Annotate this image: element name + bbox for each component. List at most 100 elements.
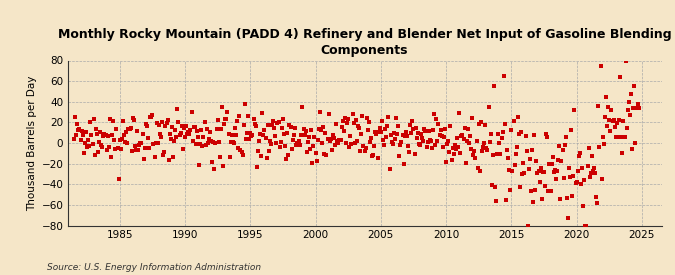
Point [456,134,466,139]
Point [195,142,206,147]
Point [574,154,585,159]
Point [217,164,228,169]
Point [298,127,309,131]
Point [517,172,528,176]
Point [495,152,506,156]
Point [497,130,508,134]
Point [402,134,412,139]
Point [626,92,637,97]
Point [323,112,334,116]
Point [288,133,299,137]
Point [539,169,549,174]
Point [187,138,198,143]
Point [109,138,119,142]
Point [392,132,402,136]
Point [158,153,169,158]
Point [248,116,259,121]
Point [188,125,199,129]
Point [406,131,416,135]
Point [514,185,525,189]
Point [425,138,435,142]
Point [383,115,394,119]
Point [249,122,260,127]
Point [367,153,377,158]
Point [492,152,503,156]
Point [122,140,133,145]
Point [222,110,233,114]
Point [477,149,487,153]
Point [235,148,246,152]
Point [302,149,313,154]
Point [161,121,172,126]
Point [567,194,578,199]
Point [472,166,483,170]
Point [224,155,235,159]
Point [585,171,596,175]
Point [542,135,553,140]
Point [327,148,338,152]
Point [348,121,359,125]
Point [566,128,576,132]
Point [211,126,222,131]
Point [299,133,310,137]
Point [343,116,354,121]
Point [350,117,361,122]
Point [335,138,346,143]
Point [502,148,512,153]
Point [263,149,274,153]
Point [480,123,491,127]
Point [454,111,464,116]
Point [297,104,308,109]
Point [226,133,237,137]
Point [580,223,591,228]
Point [306,128,317,133]
Point [368,153,379,157]
Point [88,117,99,121]
Point [359,149,370,153]
Point [277,126,288,131]
Point [229,141,240,145]
Point [398,161,409,166]
Point [271,141,281,146]
Point [256,154,267,158]
Point [357,114,368,119]
Point [599,142,610,146]
Point [94,140,105,145]
Point [282,130,293,135]
Point [225,139,236,144]
Point [190,142,201,146]
Point [72,122,83,126]
Point [153,122,164,127]
Point [436,133,447,138]
Point [400,134,410,138]
Point [500,122,510,126]
Point [590,171,601,175]
Point [181,124,192,128]
Point [206,139,217,143]
Point [437,145,448,149]
Point [142,123,153,128]
Point [506,128,517,133]
Point [252,149,263,153]
Point [338,119,348,123]
Point [553,158,564,163]
Point [137,131,148,136]
Point [142,136,153,140]
Point [591,195,601,199]
Point [631,105,642,110]
Point [336,125,347,129]
Point [281,157,292,161]
Point [80,141,90,145]
Point [74,127,85,131]
Point [432,139,443,143]
Point [509,163,520,167]
Point [128,117,139,122]
Point [395,143,406,147]
Point [443,139,454,143]
Point [100,133,111,137]
Point [610,135,621,140]
Point [387,142,398,147]
Point [263,122,273,127]
Point [269,125,279,130]
Point [110,147,121,152]
